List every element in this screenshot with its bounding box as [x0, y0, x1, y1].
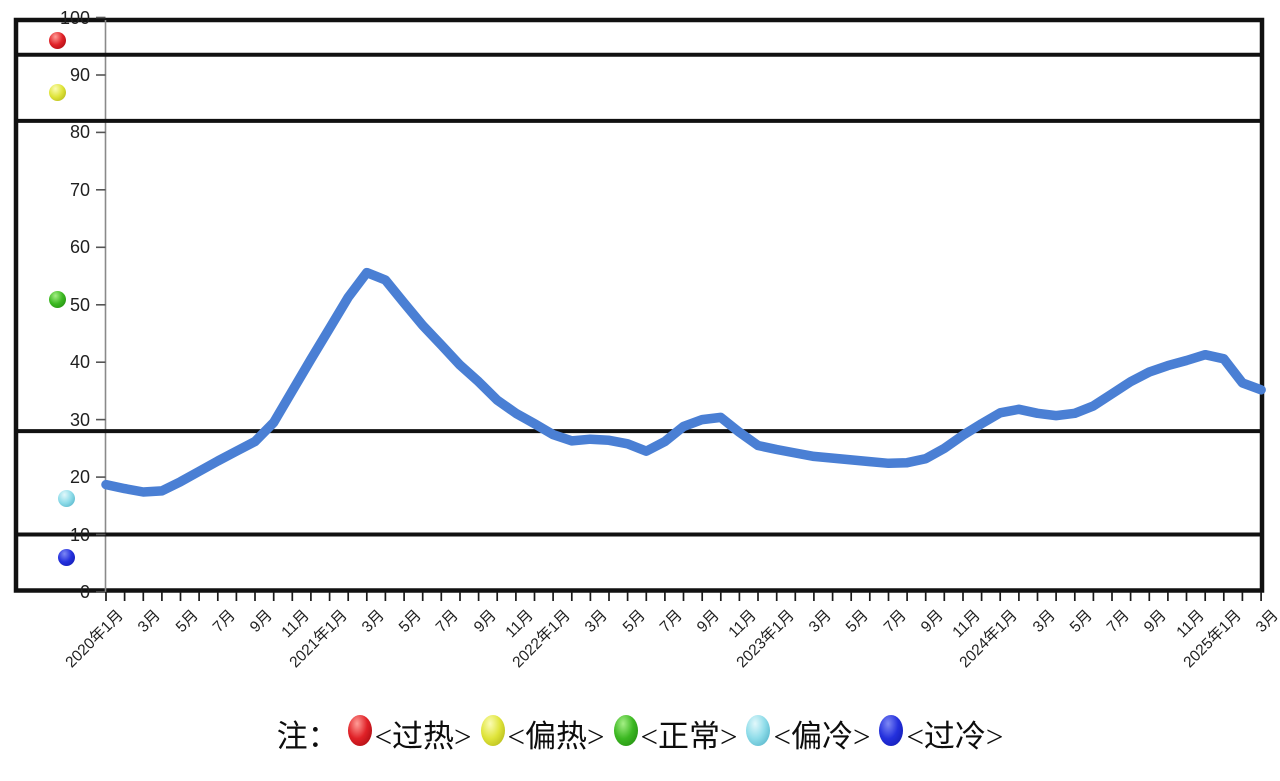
normal-ball-icon	[613, 714, 638, 746]
cold-ball-icon	[879, 714, 904, 746]
y-tick-label: 10	[69, 524, 90, 545]
zone-marker-cool	[57, 489, 75, 507]
zone-marker-overheat	[48, 32, 66, 49]
y-tick-label: 30	[69, 409, 90, 430]
legend-item-warm: <偏热>	[480, 711, 605, 756]
zone-marker-cold	[57, 549, 75, 566]
legend: 注： <过热> <偏热> <正常> <偏冷> <过冷>	[0, 702, 1280, 764]
legend-item-label: <偏冷>	[773, 718, 871, 754]
y-tick-label: 100	[59, 7, 90, 28]
legend-item-cool: <偏冷>	[746, 711, 870, 756]
cool-ball-icon	[746, 714, 771, 746]
legend-item-normal: <正常>	[613, 711, 738, 756]
zone-marker-normal	[48, 290, 66, 308]
legend-note-prefix: 注：	[276, 718, 339, 754]
legend-item-label: <过热>	[374, 718, 472, 754]
legend-item-overheat: <过热>	[347, 711, 472, 756]
legend-item-cold: <过冷>	[879, 711, 1003, 756]
plot-frame	[13, 17, 1265, 593]
y-tick-label: 0	[79, 582, 90, 602]
legend-item-label: <偏热>	[507, 718, 605, 754]
overheat-ball-icon	[347, 714, 372, 746]
legend-item-label: <过冷>	[906, 718, 1004, 754]
warm-ball-icon	[480, 714, 505, 746]
index-line	[101, 267, 1266, 497]
legend-item-label: <正常>	[640, 718, 738, 754]
y-tick-label: 50	[69, 294, 90, 315]
y-tick-label: 80	[69, 122, 90, 143]
y-tick-label: 90	[69, 65, 90, 85]
zone-marker-warm	[48, 83, 66, 101]
y-tick-label: 40	[69, 352, 90, 373]
y-tick-label: 60	[69, 237, 90, 258]
y-tick-label: 20	[69, 467, 90, 488]
y-tick-label: 70	[69, 179, 90, 200]
